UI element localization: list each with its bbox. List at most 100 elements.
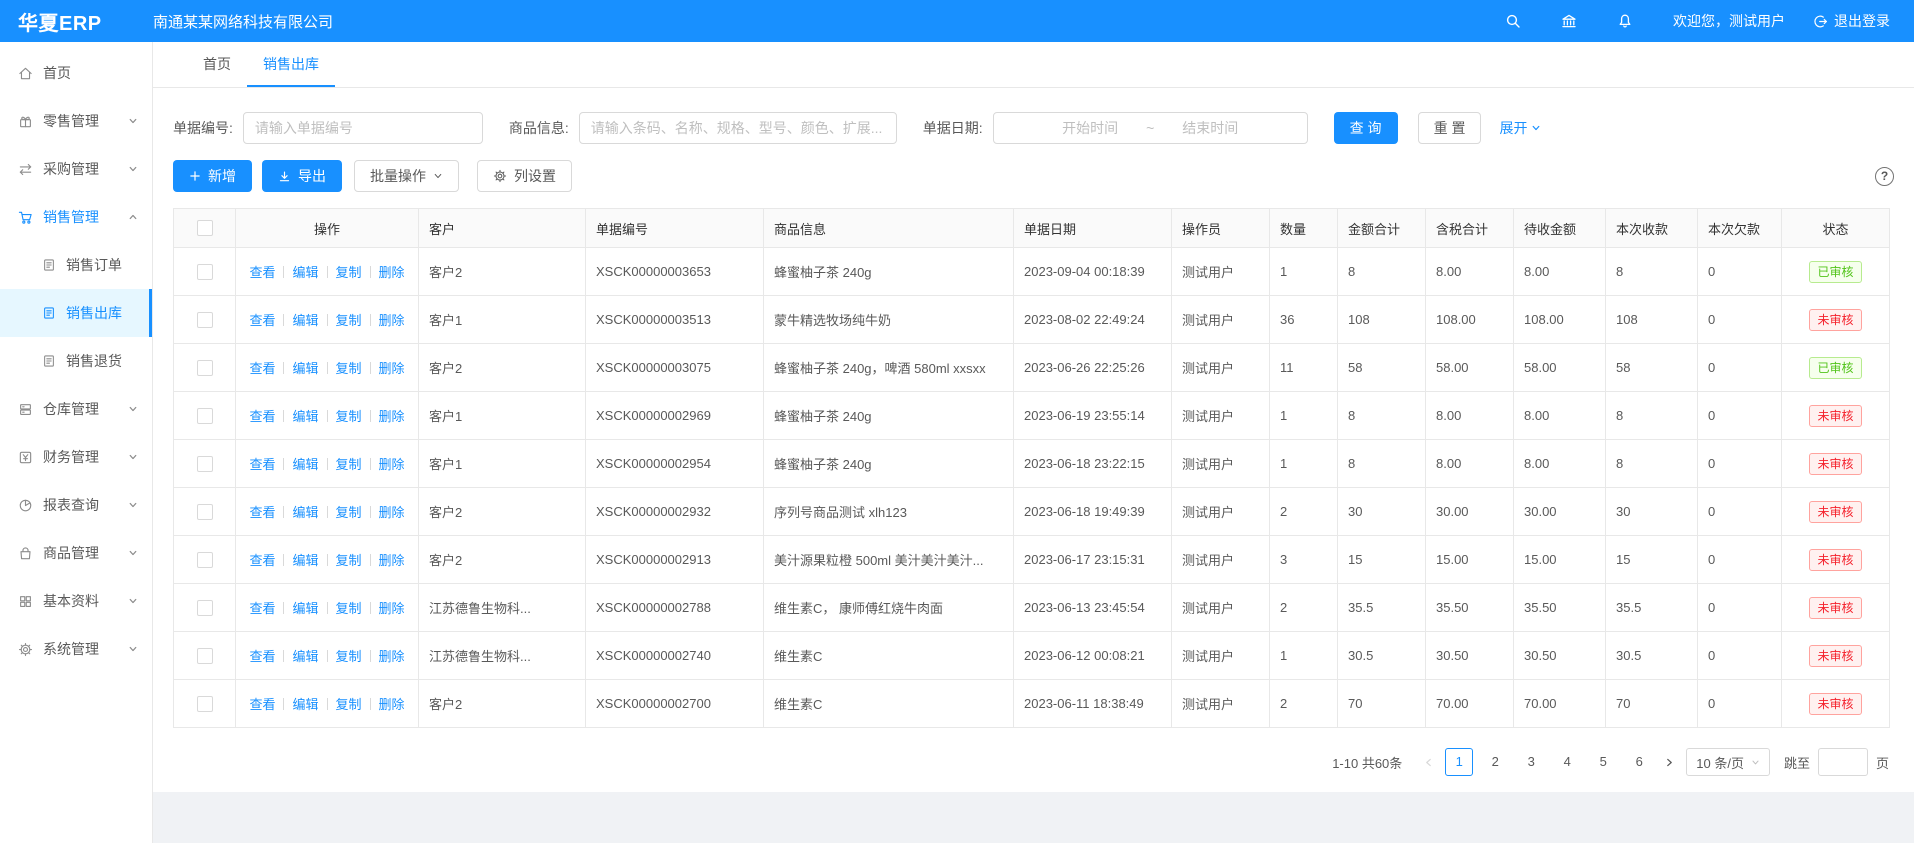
logout-button[interactable]: 退出登录 <box>1813 11 1890 31</box>
reset-button[interactable]: 重 置 <box>1417 112 1482 144</box>
row-action-copy[interactable]: 复制 <box>335 361 362 376</box>
row-action-edit[interactable]: 编辑 <box>292 409 319 424</box>
table-row: 查看 编辑 复制 删除 客户1 XSCK00000003513 蒙牛精选牧场纯牛奶 2023-… <box>173 295 1890 344</box>
row-checkbox[interactable] <box>196 599 213 616</box>
tab-0[interactable]: 首页 <box>203 56 231 72</box>
row-action-view[interactable]: 查看 <box>249 313 276 328</box>
sidebar-item-1[interactable]: 零售管理 <box>0 97 152 145</box>
row-action-copy[interactable]: 复制 <box>335 265 362 280</box>
row-action-edit[interactable]: 编辑 <box>292 553 319 568</box>
row-checkbox[interactable] <box>196 359 213 376</box>
row-action-delete[interactable]: 删除 <box>378 649 405 664</box>
row-action-copy[interactable]: 复制 <box>335 649 362 664</box>
bill-no-input[interactable] <box>242 112 483 144</box>
outbound-table: 操作 客户 单据编号 商品信息 单据日期 操作员 数量 金额合计 含税合计 待收… <box>173 208 1890 728</box>
row-action-edit[interactable]: 编辑 <box>292 313 319 328</box>
next-page-button[interactable] <box>1661 757 1678 768</box>
row-action-edit[interactable]: 编辑 <box>292 505 319 520</box>
sidebar-item-12[interactable]: 系统管理 <box>0 625 152 673</box>
chevron-left-icon <box>1426 758 1432 766</box>
jump-to-input[interactable] <box>1817 748 1868 776</box>
row-action-delete[interactable]: 删除 <box>378 265 405 280</box>
sidebar-item-5[interactable]: 销售出库 <box>0 289 152 337</box>
add-button[interactable]: 新增 <box>173 160 252 192</box>
page-size-select[interactable]: 10 条/页 <box>1686 748 1770 776</box>
export-button[interactable]: 导出 <box>262 160 342 192</box>
row-action-view[interactable]: 查看 <box>249 265 276 280</box>
row-action-delete[interactable]: 删除 <box>378 505 405 520</box>
export-label: 导出 <box>298 168 326 184</box>
page-number-4[interactable]: 4 <box>1563 754 1571 769</box>
sidebar-item-11[interactable]: 基本资料 <box>0 577 152 625</box>
page-number-5[interactable]: 5 <box>1599 754 1607 769</box>
row-action-edit[interactable]: 编辑 <box>292 649 319 664</box>
row-checkbox[interactable] <box>196 455 213 472</box>
row-action-delete[interactable]: 删除 <box>378 409 405 424</box>
row-action-edit[interactable]: 编辑 <box>292 601 319 616</box>
sidebar-item-0[interactable]: 首页 <box>0 49 152 97</box>
row-action-delete[interactable]: 删除 <box>378 601 405 616</box>
notification-icon[interactable] <box>1617 13 1633 29</box>
sidebar-item-7[interactable]: 仓库管理 <box>0 385 152 433</box>
cell-date: 2023-06-17 23:15:31 <box>1013 535 1172 584</box>
row-action-copy[interactable]: 复制 <box>335 553 362 568</box>
page-number-3[interactable]: 3 <box>1527 754 1535 769</box>
row-checkbox[interactable] <box>196 647 213 664</box>
page-number-1[interactable]: 1 <box>1445 748 1474 776</box>
row-checkbox[interactable] <box>196 311 213 328</box>
row-action-copy[interactable]: 复制 <box>335 457 362 472</box>
sidebar-item-6[interactable]: 销售退货 <box>0 337 152 385</box>
row-action-delete[interactable]: 删除 <box>378 697 405 712</box>
tab-1[interactable]: 销售出库 <box>247 42 335 87</box>
sidebar-item-3[interactable]: 销售管理 <box>0 193 152 241</box>
sidebar-item-9[interactable]: 报表查询 <box>0 481 152 529</box>
row-action-view[interactable]: 查看 <box>249 697 276 712</box>
row-action-delete[interactable]: 删除 <box>378 313 405 328</box>
row-action-edit[interactable]: 编辑 <box>292 265 319 280</box>
date-range-input[interactable]: 开始时间 ~ 结束时间 <box>992 112 1308 144</box>
cell-date: 2023-06-13 23:45:54 <box>1013 583 1172 632</box>
product-info-input[interactable] <box>578 112 897 144</box>
row-action-copy[interactable]: 复制 <box>335 313 362 328</box>
row-action-copy[interactable]: 复制 <box>335 409 362 424</box>
row-action-edit[interactable]: 编辑 <box>292 361 319 376</box>
row-action-view[interactable]: 查看 <box>249 553 276 568</box>
row-action-delete[interactable]: 删除 <box>378 361 405 376</box>
row-action-edit[interactable]: 编辑 <box>292 457 319 472</box>
row-action-edit[interactable]: 编辑 <box>292 697 319 712</box>
sidebar-item-2[interactable]: 采购管理 <box>0 145 152 193</box>
row-action-copy[interactable]: 复制 <box>335 505 362 520</box>
cell-bill_no: XSCK00000002740 <box>585 631 764 680</box>
row-action-view[interactable]: 查看 <box>249 601 276 616</box>
app-logo[interactable]: 华夏ERP <box>18 12 102 35</box>
row-action-delete[interactable]: 删除 <box>378 457 405 472</box>
row-action-view[interactable]: 查看 <box>249 361 276 376</box>
row-checkbox[interactable] <box>196 407 213 424</box>
prev-page-button[interactable] <box>1420 757 1437 768</box>
row-action-view[interactable]: 查看 <box>249 457 276 472</box>
page-number-6[interactable]: 6 <box>1635 754 1643 769</box>
batch-actions-button[interactable]: 批量操作 <box>354 160 459 192</box>
expand-link[interactable]: 展开 <box>1499 118 1541 138</box>
sidebar-item-10[interactable]: 商品管理 <box>0 529 152 577</box>
row-checkbox[interactable] <box>196 695 213 712</box>
select-all-checkbox[interactable] <box>196 220 213 237</box>
help-icon[interactable]: ? <box>1875 166 1894 186</box>
row-checkbox[interactable] <box>196 551 213 568</box>
sidebar-item-8[interactable]: 财务管理 <box>0 433 152 481</box>
row-checkbox[interactable] <box>196 263 213 280</box>
search-icon[interactable] <box>1505 13 1521 29</box>
platform-icon[interactable] <box>1561 13 1577 29</box>
row-action-delete[interactable]: 删除 <box>378 553 405 568</box>
search-button[interactable]: 查 询 <box>1333 112 1398 144</box>
row-action-copy[interactable]: 复制 <box>335 601 362 616</box>
column-settings-button[interactable]: 列设置 <box>477 160 572 192</box>
cell-debt: 0 <box>1697 535 1782 584</box>
sidebar-item-4[interactable]: 销售订单 <box>0 241 152 289</box>
page-number-2[interactable]: 2 <box>1491 754 1499 769</box>
row-action-view[interactable]: 查看 <box>249 409 276 424</box>
row-checkbox[interactable] <box>196 503 213 520</box>
row-action-copy[interactable]: 复制 <box>335 697 362 712</box>
row-action-view[interactable]: 查看 <box>249 505 276 520</box>
row-action-view[interactable]: 查看 <box>249 649 276 664</box>
